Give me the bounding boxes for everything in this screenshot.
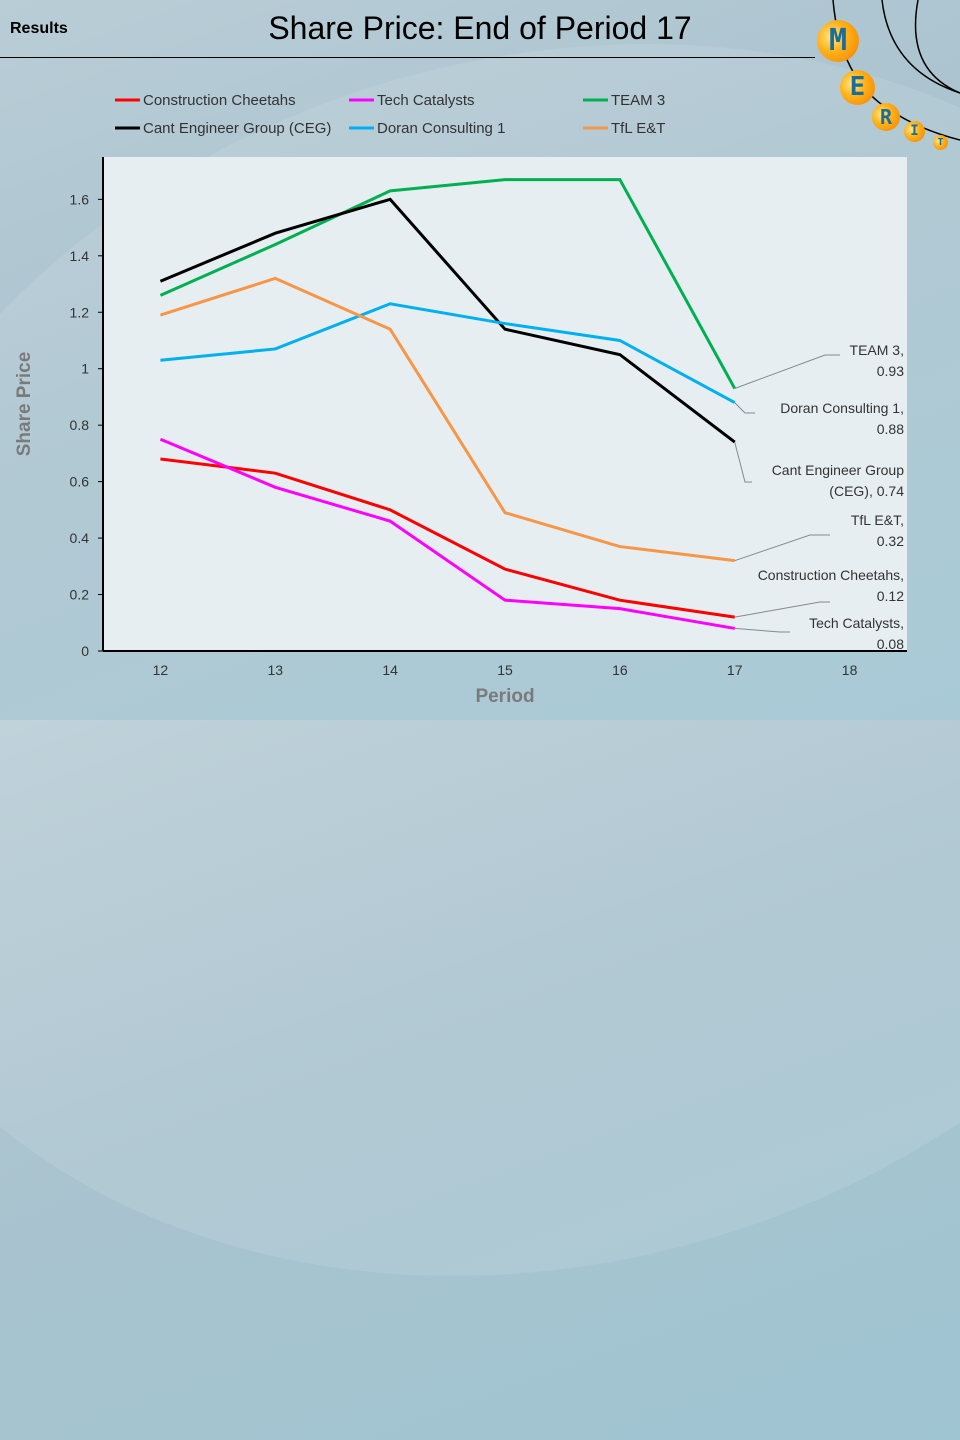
x-tick-label: 15 (497, 662, 513, 678)
x-axis-title: Period (475, 686, 534, 707)
x-tick-label: 16 (612, 662, 628, 678)
data-label: Construction Cheetahs, (758, 567, 904, 583)
x-tick-label: 18 (842, 662, 858, 678)
data-label: 0.32 (877, 533, 904, 549)
x-tick-label: 12 (153, 662, 169, 678)
logo-letter: T (933, 135, 948, 150)
logo-letter: R (872, 103, 900, 131)
data-label: Cant Engineer Group (772, 462, 905, 478)
logo-letter: I (904, 121, 925, 142)
y-tick-label: 1 (81, 361, 89, 377)
data-label: 0.12 (877, 588, 904, 604)
y-tick-label: 1.2 (70, 304, 90, 320)
data-label: Doran Consulting 1, (780, 400, 904, 416)
logo-letter: E (840, 70, 875, 105)
legend-label: Tech Catalysts (377, 92, 475, 109)
share-price-chart: 0 0.2 0.4 0.6 0.8 1 1.2 1.4 1.6 12 13 14 15 16 17 18 Per… (0, 0, 960, 720)
data-label: (CEG), 0.74 (829, 483, 904, 499)
y-tick-label: 0.8 (70, 417, 90, 433)
data-label: Tech Catalysts, (809, 615, 904, 631)
y-tick-label: 0.4 (70, 530, 90, 546)
y-tick-label: 0 (81, 643, 89, 659)
x-tick-label: 13 (267, 662, 283, 678)
logo-letter: M (817, 20, 859, 62)
data-label: TfL E&T, (851, 512, 904, 528)
logo-arc (882, 0, 960, 93)
logo-arc (916, 0, 960, 93)
legend-label: TEAM 3 (611, 92, 665, 109)
legend-label: TfL E&T (611, 120, 665, 137)
legend-label: Construction Cheetahs (143, 92, 296, 109)
y-axis-title: Share Price (14, 352, 35, 457)
x-tick-label: 14 (382, 662, 398, 678)
y-tick-label: 0.2 (70, 587, 90, 603)
data-label: 0.88 (877, 421, 904, 437)
y-tick-label: 1.6 (70, 191, 90, 207)
legend-label: Cant Engineer Group (CEG) (143, 120, 331, 137)
data-label: 0.93 (877, 363, 904, 379)
x-tick-label: 17 (727, 662, 743, 678)
data-label: TEAM 3, (850, 342, 904, 358)
y-tick-label: 1.4 (70, 248, 90, 264)
y-tick-label: 0.6 (70, 474, 90, 490)
legend-label: Doran Consulting 1 (377, 120, 505, 137)
data-label: 0.08 (877, 636, 904, 652)
